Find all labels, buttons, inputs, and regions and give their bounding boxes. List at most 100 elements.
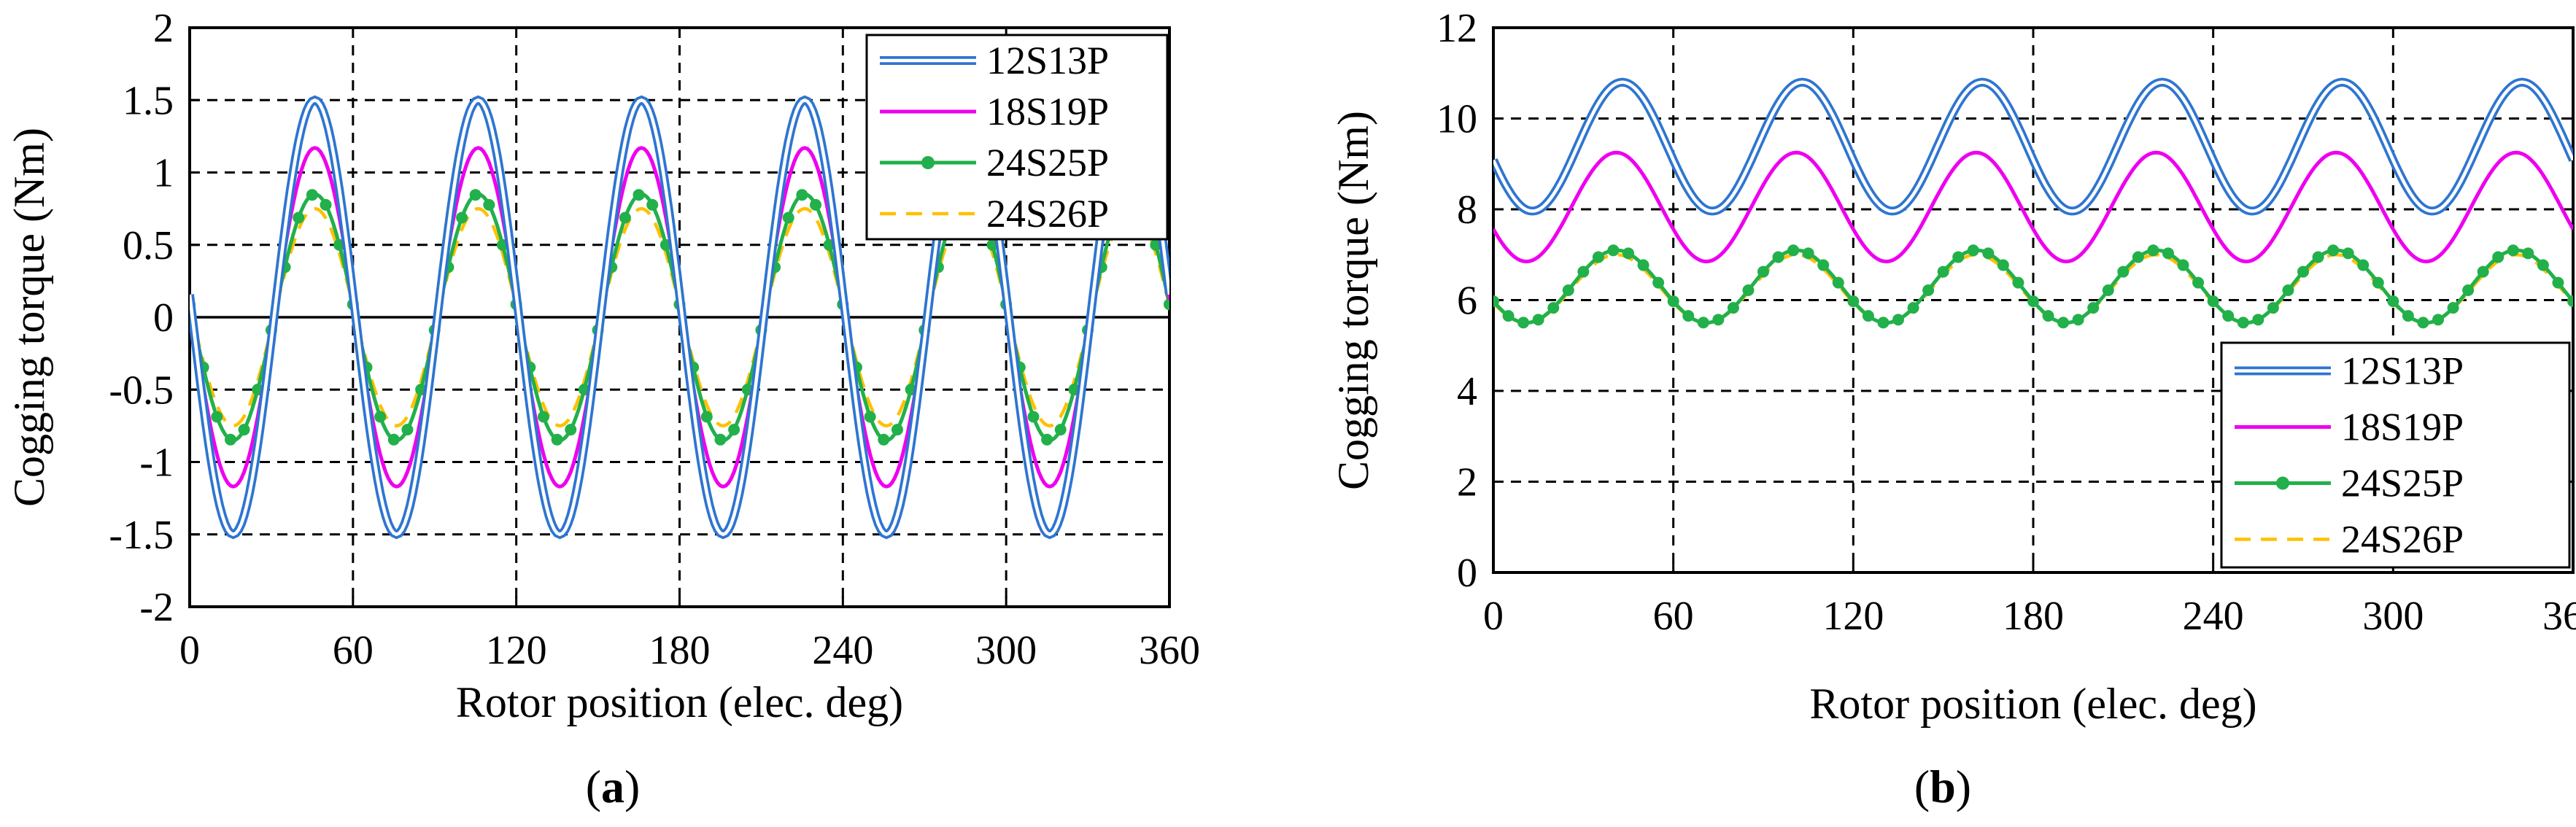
series-point [2237,317,2249,329]
series-point [714,433,727,446]
series-point [1592,251,1604,263]
legend: 12S13P 18S19P 24S25P 24S26P [2220,341,2571,569]
series-point [1041,433,1053,446]
series-point [2252,314,2264,326]
series-point [469,189,481,201]
series-point [1682,310,1695,322]
series-point [1892,314,1904,326]
series-point [1847,295,1860,308]
series-point [1027,411,1040,423]
y-tick-label: -2 [139,585,174,630]
series-point [2327,244,2340,257]
series-point [1817,259,1830,271]
series-24S25P [1493,244,2573,329]
x-tick-label: 360 [2542,594,2576,639]
series-point [1802,247,1814,260]
panel-label: (b) [1914,761,1971,812]
series-point [2342,247,2354,260]
y-tick-label: 0 [153,295,174,341]
series-point [537,411,549,423]
chart-panel-b: 0 60 120 180 240 300 360 0 2 4 6 8 10 12 Rotor positio… [1329,6,2576,812]
series-point [2207,295,2219,308]
y-tick-label: -1 [139,440,174,486]
axis-ticks: 0 60 120 180 240 300 360 0 2 4 6 8 10 12 [1436,6,2576,639]
legend-item-24S26P: 24S26P [2235,518,2464,562]
series-point [782,211,794,224]
series-12S13P [1493,77,2573,216]
series-point [1772,251,1784,263]
legend-label: 24S26P [986,192,1109,236]
series-point [2087,302,2100,314]
legend-label: 24S25P [2341,462,2464,505]
x-tick-label: 60 [1653,594,1694,639]
y-tick-label: 6 [1457,279,1477,324]
series-point [2417,317,2429,329]
series-point [2267,302,2279,314]
series-12S13P [190,95,1169,540]
legend-label: 24S26P [2341,518,2464,562]
series-point [2057,317,2070,329]
series-point [2147,244,2159,257]
series-point [2567,295,2573,308]
x-tick-label: 0 [179,628,200,673]
series-point [1757,265,1769,278]
series-point [320,198,332,211]
series-point [2432,314,2444,326]
y-tick-label: 0 [1457,551,1477,596]
series-point [211,411,223,423]
series-point [2477,265,2489,278]
series-point [2402,310,2414,322]
x-tick-label: 180 [649,628,711,673]
series-point [619,211,631,224]
legend-label: 12S13P [986,39,1109,82]
series-point [2192,276,2205,289]
y-tick-label: 2 [1457,460,1477,505]
series-point [1493,295,1499,308]
series-point [1577,265,1590,278]
x-tick-label: 300 [975,628,1037,673]
series-point [2537,259,2549,271]
legend-label: 18S19P [2341,405,2464,449]
series-point [633,189,645,201]
series-point [2222,310,2235,322]
series-line-inner [190,98,1169,537]
series-point [1787,244,1800,257]
chart-panel-a: 0 60 120 180 240 300 360 -2 -1.5 -1 -0.5 0 0.5 1 1.5 2 R… [5,6,1200,812]
series-point [728,424,740,436]
series-18S19P [1493,150,2573,264]
x-tick-label: 180 [2003,594,2064,639]
series-line-inner [1493,80,2573,213]
series-point [2507,244,2519,257]
series-line [1493,150,2573,264]
series-point [1054,424,1067,436]
legend-swatch-marker [2276,476,2289,490]
y-axis-title: Cogging torque (Nm) [1329,111,1377,490]
series-point [1862,310,1874,322]
y-tick-label: 1 [153,151,174,196]
axis-ticks: 0 60 120 180 240 300 360 -2 -1.5 -1 -0.5 0 0.5 1 1.5 2 [109,6,1200,673]
legend-label: 24S25P [986,141,1109,185]
series-point [2042,310,2054,322]
y-tick-label: 0.5 [123,223,174,268]
legend-box [2220,341,2571,569]
y-tick-label: 10 [1436,97,1477,142]
series-point [1547,302,1560,314]
series-point [1877,317,1890,329]
legend: 12S13P 18S19P 24S25P 24S26P [865,34,1169,241]
series-point [1727,302,1739,314]
x-tick-label: 0 [1483,594,1504,639]
series-point [1832,276,1844,289]
x-tick-label: 60 [333,628,374,673]
series-point [2102,284,2114,297]
series-point [646,198,659,211]
series-point [1164,298,1169,311]
series-point [810,198,822,211]
panel-label: (a) [586,761,641,812]
x-tick-label: 240 [812,628,873,673]
series-point [1532,314,1544,326]
y-tick-label: 12 [1436,6,1477,51]
series-point [1652,276,1665,289]
series-point [2552,276,2564,289]
legend-item-12S13P: 12S13P [2235,349,2464,393]
series-point [1952,251,1965,263]
